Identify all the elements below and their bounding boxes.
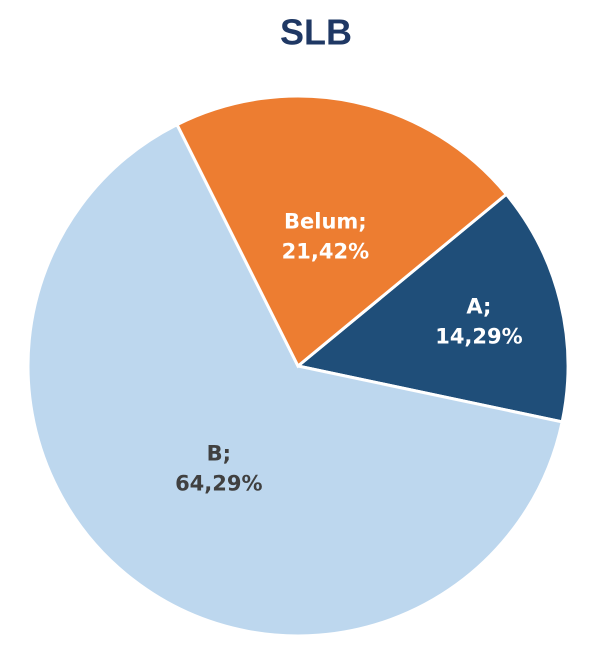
slice-value-label: 21,42% — [282, 240, 369, 264]
pie-slice — [294, 192, 570, 424]
slice-category-label: Belum; — [284, 210, 367, 234]
slice-category-label: B; — [207, 442, 231, 466]
pie-slice — [175, 94, 509, 369]
pie-slice — [26, 122, 564, 638]
slice-value-label: 64,29% — [175, 472, 262, 496]
slice-value-label: 14,29% — [435, 325, 522, 349]
chart-title: SLB — [280, 12, 352, 53]
slice-category-label: A; — [466, 295, 491, 319]
